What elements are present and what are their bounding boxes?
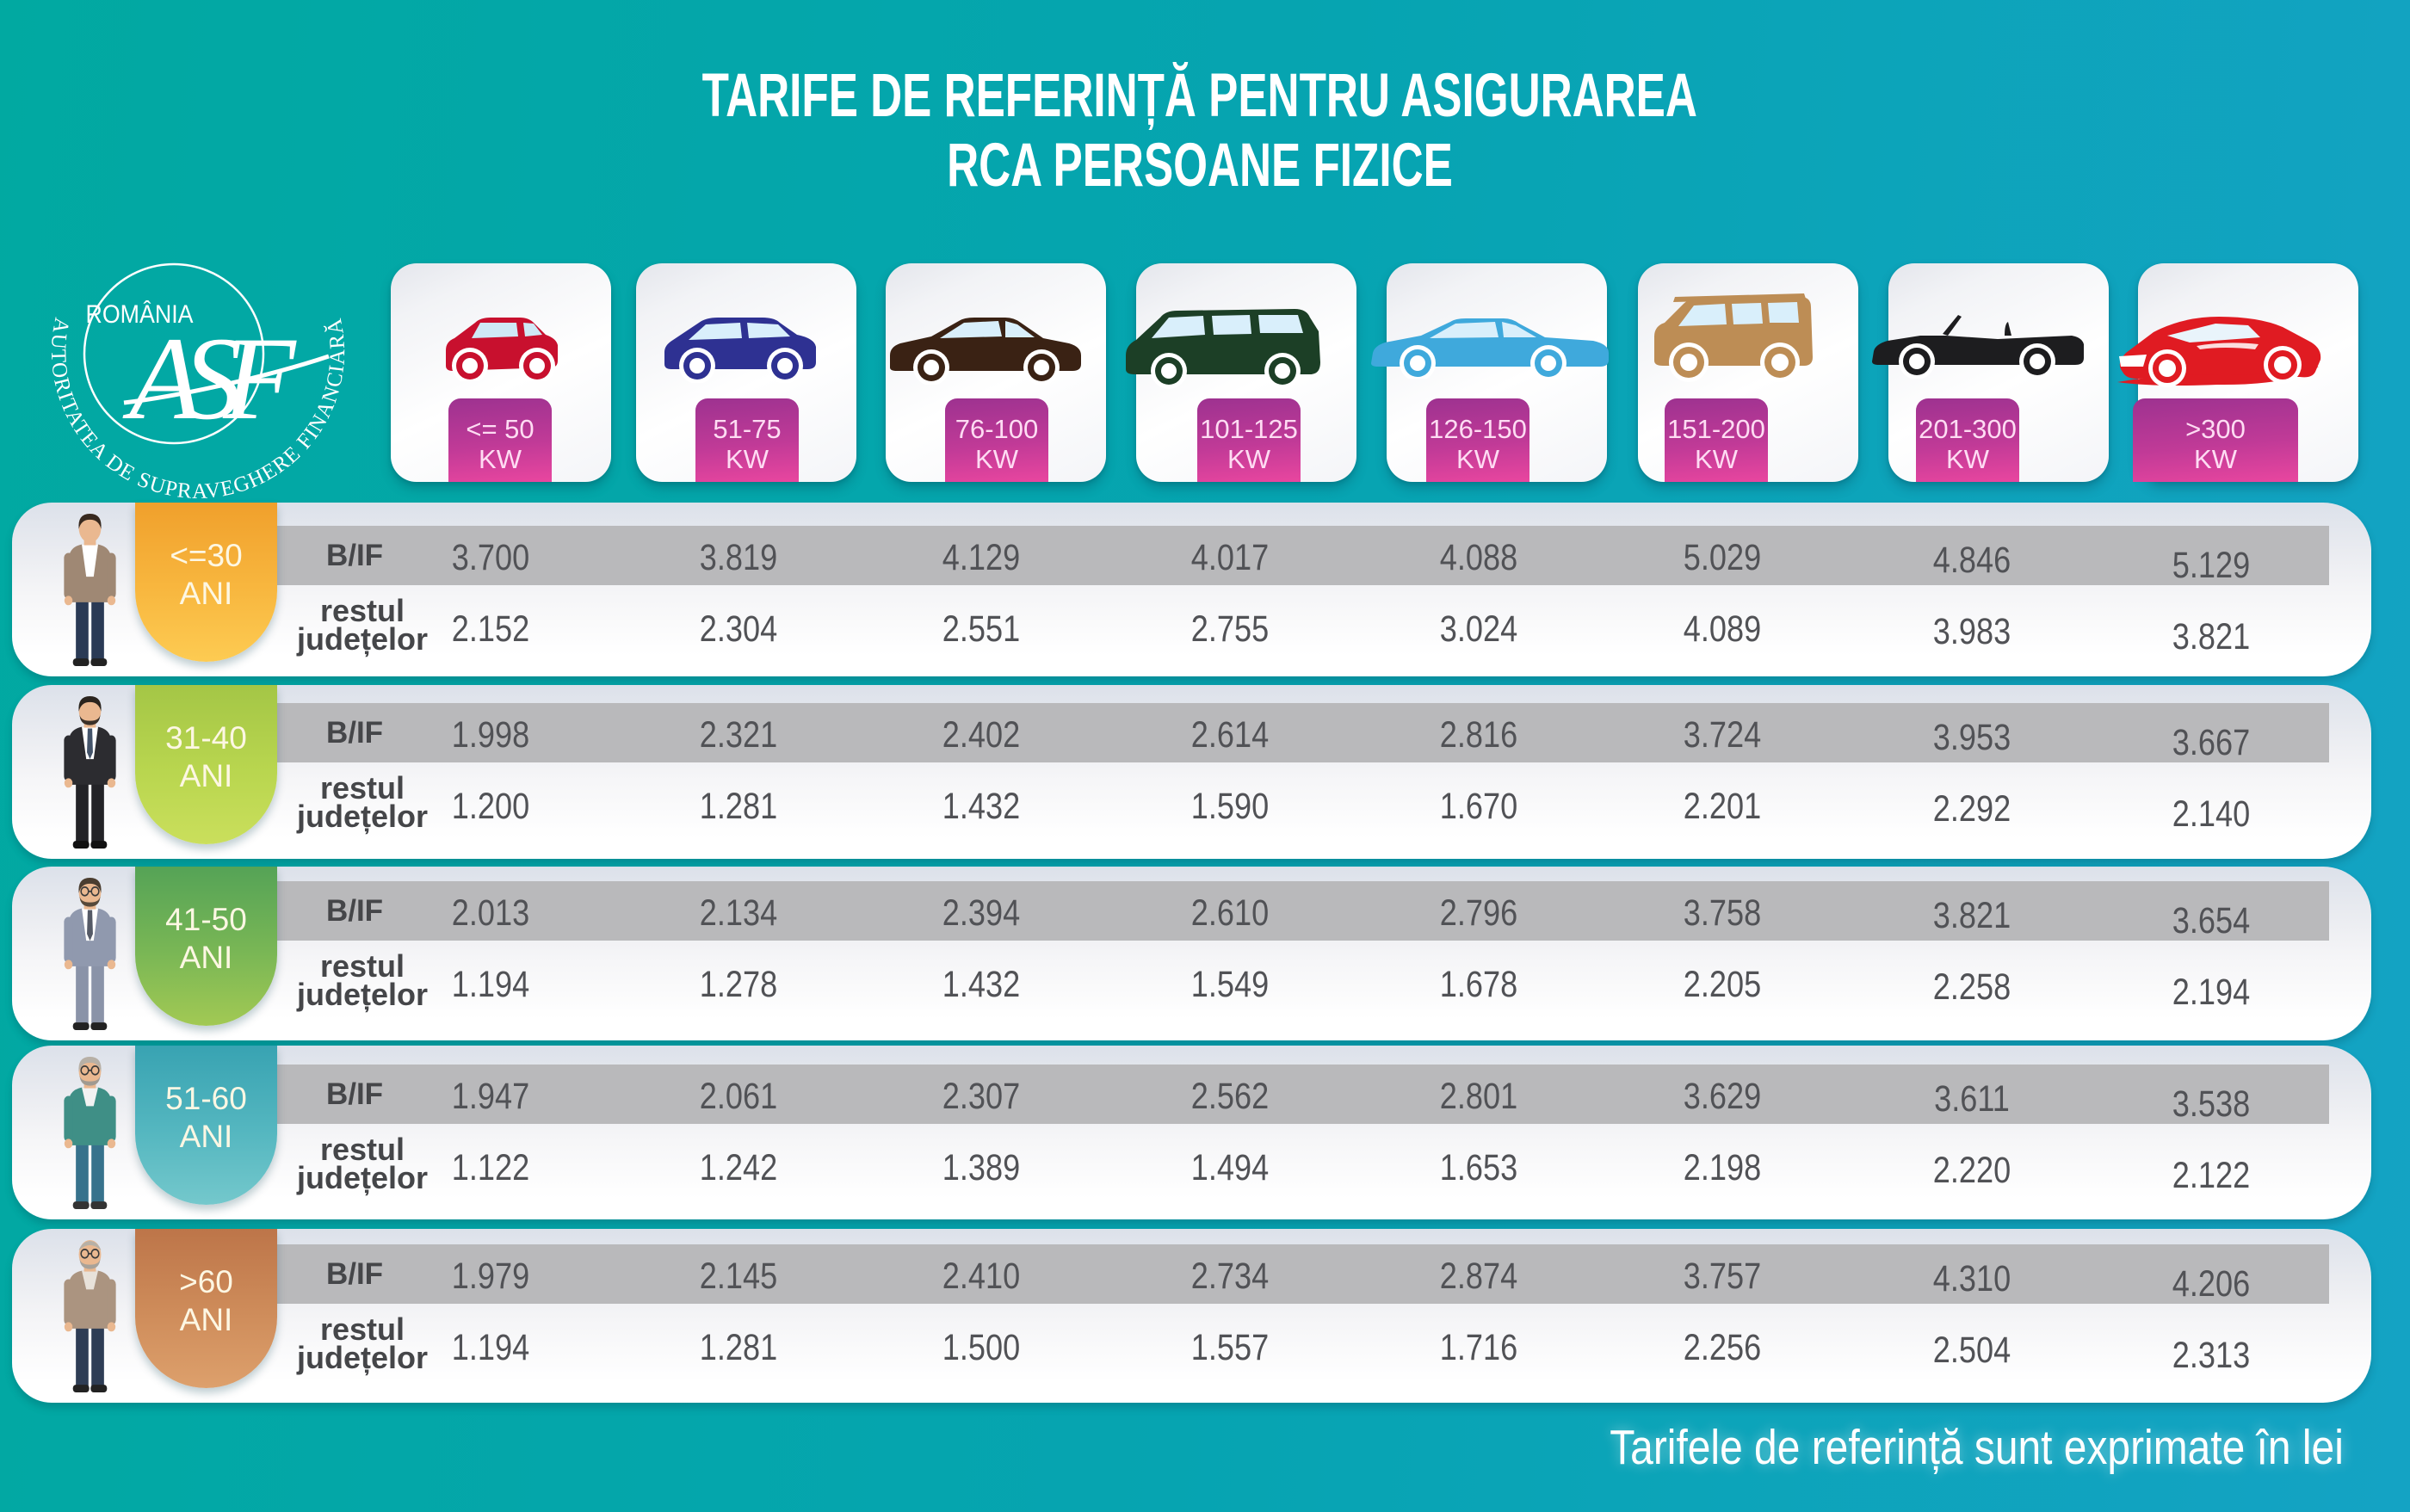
svg-text:ASF: ASF [122, 312, 297, 444]
svg-text:ROMÂNIA: ROMÂNIA [86, 300, 194, 329]
